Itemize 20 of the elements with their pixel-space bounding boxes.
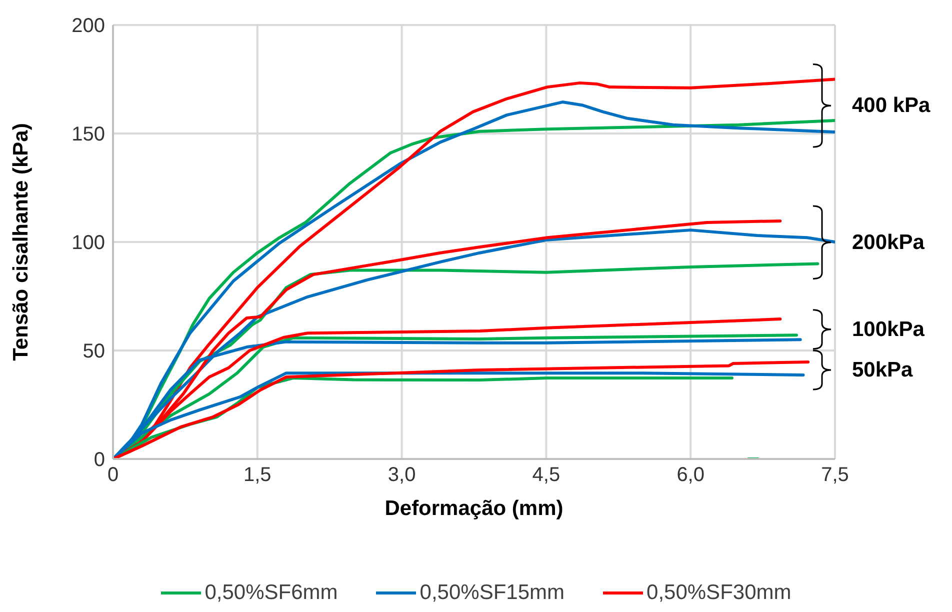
legend-label: 0,50%SF6mm	[204, 581, 338, 605]
y-tick-label: 0	[94, 449, 105, 472]
y-tick-label: 100	[72, 232, 105, 254]
x-tick-label: 7,5	[821, 464, 849, 486]
text: 200kPa	[852, 230, 925, 254]
text: 100kPa	[852, 318, 925, 341]
x-tick-label: 1,5	[243, 464, 272, 486]
legend-label: 0,50%SF15mm	[420, 581, 565, 605]
x-tick-label: 4,5	[532, 464, 560, 486]
x-tick-label: 6,0	[676, 464, 705, 486]
y-axis-title: Tensão cisalhante (kPa)	[9, 123, 32, 361]
x-tick-label: 3,0	[388, 464, 416, 486]
x-tick-label: 0	[107, 464, 119, 486]
y-tick-label: 200	[72, 15, 105, 38]
text: 400 kPa	[852, 94, 931, 118]
text: 50kPa	[852, 358, 914, 382]
y-tick-label: 50	[82, 340, 105, 363]
legend-label: 0,50%SF30mm	[646, 581, 792, 605]
y-tick-label: 150	[72, 124, 105, 146]
x-axis-title: Deformação (mm)	[384, 497, 564, 520]
